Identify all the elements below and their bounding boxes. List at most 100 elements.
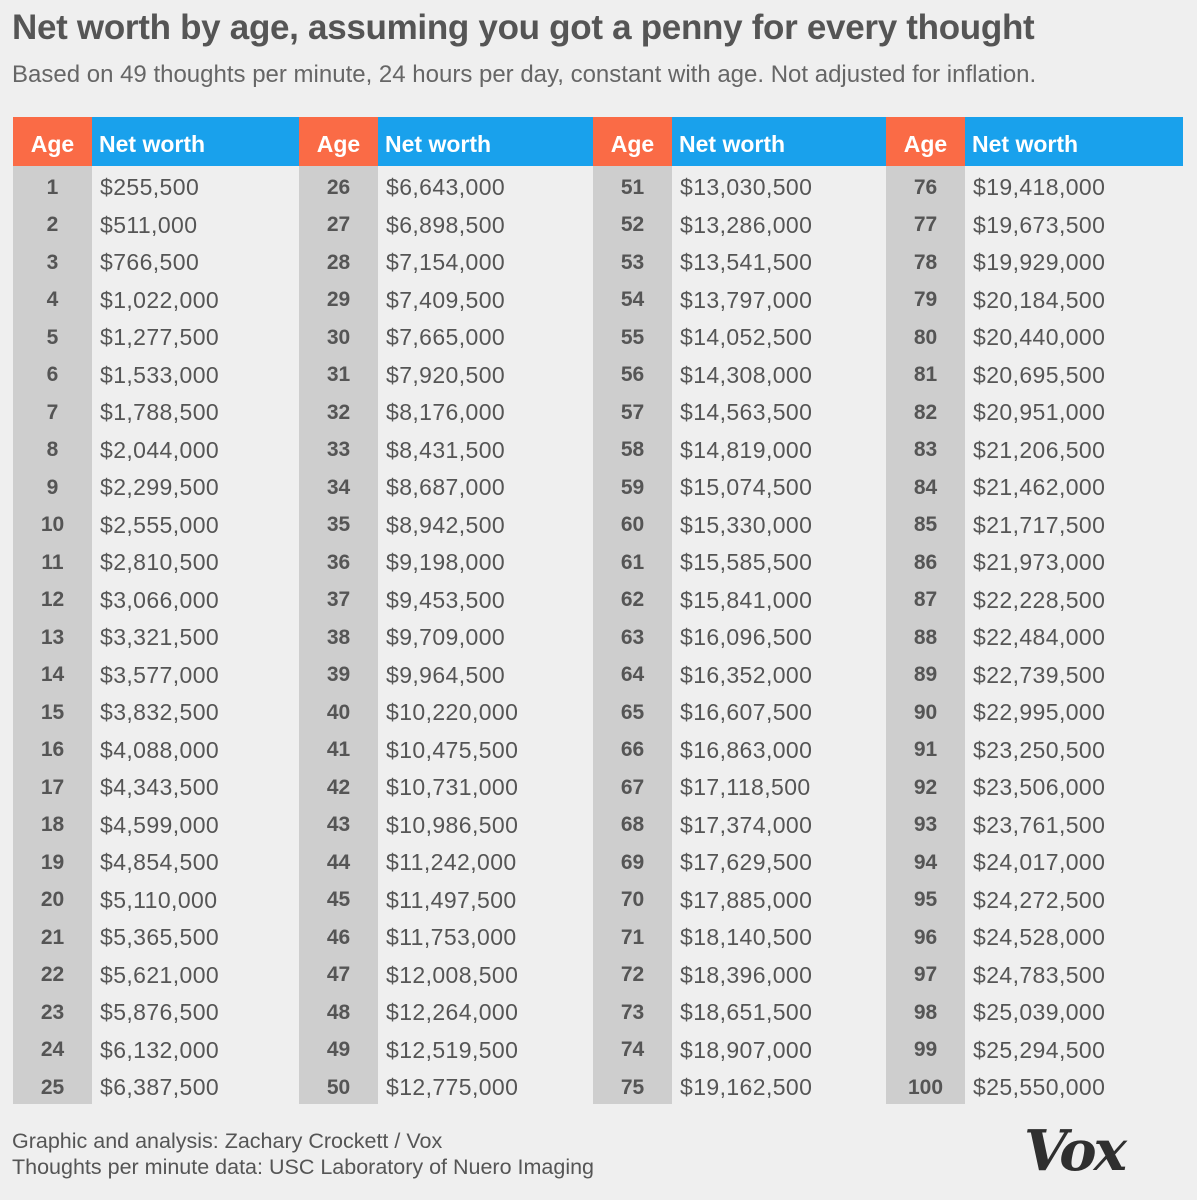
table-row: 24 $6,132,000	[13, 1032, 310, 1070]
table-row: 76 $19,418,000	[886, 169, 1183, 207]
age-cell: 13	[40, 625, 65, 649]
net-worth-cell: $12,775,000	[386, 1074, 519, 1101]
table-row: 17 $4,343,500	[13, 769, 310, 807]
age-cell: 8	[46, 438, 59, 462]
table-column-group-2: Age Net worth 26 $6,643,000 27 $6,898,500 28 $7…	[299, 117, 596, 1104]
net-worth-cell: $25,039,000	[973, 999, 1106, 1026]
age-cell: 66	[620, 738, 645, 762]
net-worth-cell: $3,832,500	[100, 699, 220, 726]
net-worth-cell: $10,220,000	[386, 699, 519, 726]
age-cell: 59	[620, 475, 645, 499]
table-row: 19 $4,854,500	[13, 844, 310, 882]
table-row: 34 $8,687,000	[299, 469, 596, 507]
table-row: 73 $18,651,500	[593, 994, 890, 1032]
age-cell: 28	[326, 250, 351, 274]
table-row: 84 $21,462,000	[886, 469, 1183, 507]
age-cell: 55	[620, 325, 645, 349]
table-row: 46 $11,753,000	[299, 919, 596, 957]
age-cell: 17	[40, 775, 65, 799]
net-worth-cell: $20,440,000	[973, 324, 1106, 351]
net-worth-cell: $1,533,000	[100, 361, 220, 388]
age-cell: 88	[913, 625, 938, 649]
age-cell: 14	[40, 663, 65, 687]
age-cell: 53	[620, 250, 645, 274]
net-worth-cell: $2,044,000	[100, 436, 220, 463]
age-cell: 64	[620, 663, 645, 687]
net-worth-cell: $2,555,000	[100, 511, 220, 538]
table-row: 75 $19,162,500	[593, 1069, 890, 1107]
net-worth-cell: $25,550,000	[973, 1074, 1106, 1101]
table-row: 43 $10,986,500	[299, 807, 596, 845]
table-row: 15 $3,832,500	[13, 694, 310, 732]
net-worth-cell: $6,643,000	[386, 174, 506, 201]
table-row: 11 $2,810,500	[13, 544, 310, 582]
net-worth-header: Net worth	[965, 117, 1183, 166]
table-row: 22 $5,621,000	[13, 957, 310, 995]
table-row: 87 $22,228,500	[886, 582, 1183, 620]
net-worth-cell: $16,352,000	[680, 661, 813, 688]
age-cell: 5	[46, 325, 59, 349]
table-row: 78 $19,929,000	[886, 244, 1183, 282]
net-worth-cell: $24,528,000	[973, 924, 1106, 951]
net-worth-cell: $3,066,000	[100, 586, 220, 613]
net-worth-cell: $7,409,500	[386, 286, 506, 313]
net-worth-header: Net worth	[92, 117, 310, 166]
table-row: 47 $12,008,500	[299, 957, 596, 995]
age-cell: 35	[326, 513, 351, 537]
net-worth-cell: $1,788,500	[100, 399, 220, 426]
net-worth-cell: $15,330,000	[680, 511, 813, 538]
net-worth-cell: $23,250,500	[973, 736, 1106, 763]
net-worth-cell: $7,920,500	[386, 361, 506, 388]
table-row: 66 $16,863,000	[593, 732, 890, 770]
table-row: 6 $1,533,000	[13, 357, 310, 395]
table-row: 4 $1,022,000	[13, 282, 310, 320]
table-row: 8 $2,044,000	[13, 432, 310, 470]
age-cell: 76	[913, 175, 938, 199]
table-row: 44 $11,242,000	[299, 844, 596, 882]
net-worth-cell: $11,242,000	[386, 849, 517, 876]
age-cell: 27	[326, 213, 351, 237]
net-worth-cell: $11,753,000	[386, 924, 517, 951]
age-cell: 79	[913, 288, 938, 312]
table-row: 35 $8,942,500	[299, 507, 596, 545]
table-row: 93 $23,761,500	[886, 807, 1183, 845]
age-cell: 10	[40, 513, 65, 537]
age-cell: 3	[46, 250, 59, 274]
table-row: 51 $13,030,500	[593, 169, 890, 207]
age-cell: 38	[326, 625, 351, 649]
table-row: 48 $12,264,000	[299, 994, 596, 1032]
age-cell: 83	[913, 438, 938, 462]
chart-subtitle: Based on 49 thoughts per minute, 24 hour…	[12, 61, 1037, 88]
net-worth-cell: $9,709,000	[386, 624, 506, 651]
net-worth-cell: $18,651,500	[680, 999, 813, 1026]
age-cell: 91	[913, 738, 938, 762]
age-cell: 100	[907, 1075, 944, 1099]
age-cell: 74	[620, 1038, 645, 1062]
net-worth-cell: $16,607,500	[680, 699, 813, 726]
net-worth-cell: $12,264,000	[386, 999, 519, 1026]
net-worth-cell: $18,140,500	[680, 924, 813, 951]
age-cell: 54	[620, 288, 645, 312]
age-header: Age	[13, 117, 92, 166]
age-cell: 21	[40, 925, 65, 949]
table-row: 80 $20,440,000	[886, 319, 1183, 357]
table-row: 29 $7,409,500	[299, 282, 596, 320]
net-worth-cell: $766,500	[100, 249, 200, 276]
age-cell: 45	[326, 888, 351, 912]
net-worth-cell: $10,986,500	[386, 811, 519, 838]
table-row: 9 $2,299,500	[13, 469, 310, 507]
net-worth-cell: $4,854,500	[100, 849, 220, 876]
net-worth-cell: $16,863,000	[680, 736, 813, 763]
net-worth-cell: $21,973,000	[973, 549, 1106, 576]
net-worth-cell: $17,629,500	[680, 849, 813, 876]
table-row: 5 $1,277,500	[13, 319, 310, 357]
net-worth-cell: $23,506,000	[973, 774, 1106, 801]
age-cell: 7	[46, 400, 59, 424]
age-cell: 62	[620, 588, 645, 612]
age-cell: 33	[326, 438, 351, 462]
age-header: Age	[299, 117, 378, 166]
footer-credit-analysis: Graphic and analysis: Zachary Crockett /…	[12, 1129, 443, 1153]
net-worth-cell: $25,294,500	[973, 1036, 1106, 1063]
net-worth-cell: $9,198,000	[386, 549, 506, 576]
table-row: 21 $5,365,500	[13, 919, 310, 957]
